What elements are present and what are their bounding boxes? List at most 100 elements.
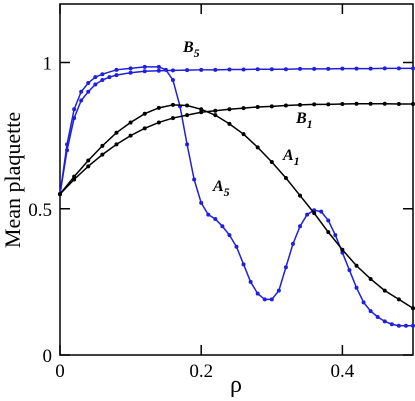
point <box>389 322 394 327</box>
series-line <box>59 67 413 195</box>
y-tick-label: 0 <box>43 346 53 367</box>
point <box>396 102 401 107</box>
point <box>403 323 408 328</box>
point <box>368 101 373 106</box>
point <box>361 300 366 305</box>
annotation-text: B <box>182 39 194 56</box>
point <box>354 66 359 71</box>
point <box>312 102 317 107</box>
point <box>86 164 91 169</box>
point <box>86 158 91 163</box>
point <box>128 120 133 125</box>
point <box>396 323 401 328</box>
point <box>396 297 401 302</box>
point <box>396 66 401 71</box>
y-tick-label: 0.5 <box>28 200 52 221</box>
point <box>326 230 331 235</box>
point <box>227 67 232 72</box>
point <box>142 69 147 74</box>
point <box>411 66 415 71</box>
point <box>220 224 225 229</box>
point <box>163 67 168 72</box>
point <box>199 110 204 115</box>
point <box>382 288 387 293</box>
point <box>375 314 380 319</box>
point <box>269 67 274 72</box>
point <box>199 200 204 205</box>
point <box>283 265 288 270</box>
point <box>241 262 246 267</box>
point <box>290 241 295 246</box>
point <box>283 67 288 72</box>
point <box>93 75 98 80</box>
point <box>411 306 415 311</box>
point <box>326 66 331 71</box>
point <box>382 66 387 71</box>
point <box>298 102 303 107</box>
point <box>241 67 246 72</box>
point <box>326 102 331 107</box>
point <box>213 216 218 221</box>
annotation: A1 <box>282 147 300 168</box>
point <box>185 142 190 147</box>
series-line <box>59 102 413 195</box>
point <box>382 319 387 324</box>
annotation: A5 <box>212 178 230 199</box>
point <box>340 102 345 107</box>
point <box>156 68 161 73</box>
point <box>276 288 281 293</box>
point <box>354 285 359 290</box>
point <box>156 64 161 69</box>
point <box>305 212 310 217</box>
point <box>262 297 267 302</box>
plot-frame <box>59 3 414 356</box>
point <box>128 66 133 71</box>
point <box>255 145 260 150</box>
annotation-text: B <box>295 110 307 127</box>
point <box>156 120 161 125</box>
point <box>86 89 91 94</box>
point <box>368 66 373 71</box>
annotation-text: A <box>282 147 294 164</box>
series-line <box>59 104 414 309</box>
point <box>170 116 175 121</box>
annotation-subscript: 1 <box>294 154 300 168</box>
point <box>107 75 112 80</box>
point <box>227 107 232 112</box>
point <box>312 211 317 216</box>
point <box>382 101 387 106</box>
point <box>114 130 119 135</box>
point <box>298 193 303 198</box>
point <box>340 247 345 252</box>
point <box>170 78 175 83</box>
point <box>128 133 133 138</box>
point <box>354 101 359 106</box>
point <box>100 152 105 157</box>
annotation: B1 <box>295 110 313 131</box>
point <box>100 78 105 83</box>
point <box>170 102 175 107</box>
point <box>72 107 77 112</box>
point <box>241 106 246 111</box>
point <box>156 105 161 110</box>
point <box>185 68 190 73</box>
point <box>319 209 324 214</box>
y-tick-label: 1 <box>43 54 53 75</box>
point <box>65 142 70 147</box>
x-tick-label: 0 <box>55 361 65 382</box>
point <box>234 244 239 249</box>
point <box>283 103 288 108</box>
point <box>411 102 415 107</box>
annotation-subscript: 1 <box>307 117 313 131</box>
point <box>213 67 218 72</box>
point <box>248 279 253 284</box>
point <box>128 70 133 75</box>
point <box>213 113 218 118</box>
point <box>93 82 98 87</box>
point <box>100 143 105 148</box>
point <box>185 103 190 108</box>
point <box>340 66 345 71</box>
annotation-text: A <box>212 178 224 195</box>
point <box>86 80 91 85</box>
